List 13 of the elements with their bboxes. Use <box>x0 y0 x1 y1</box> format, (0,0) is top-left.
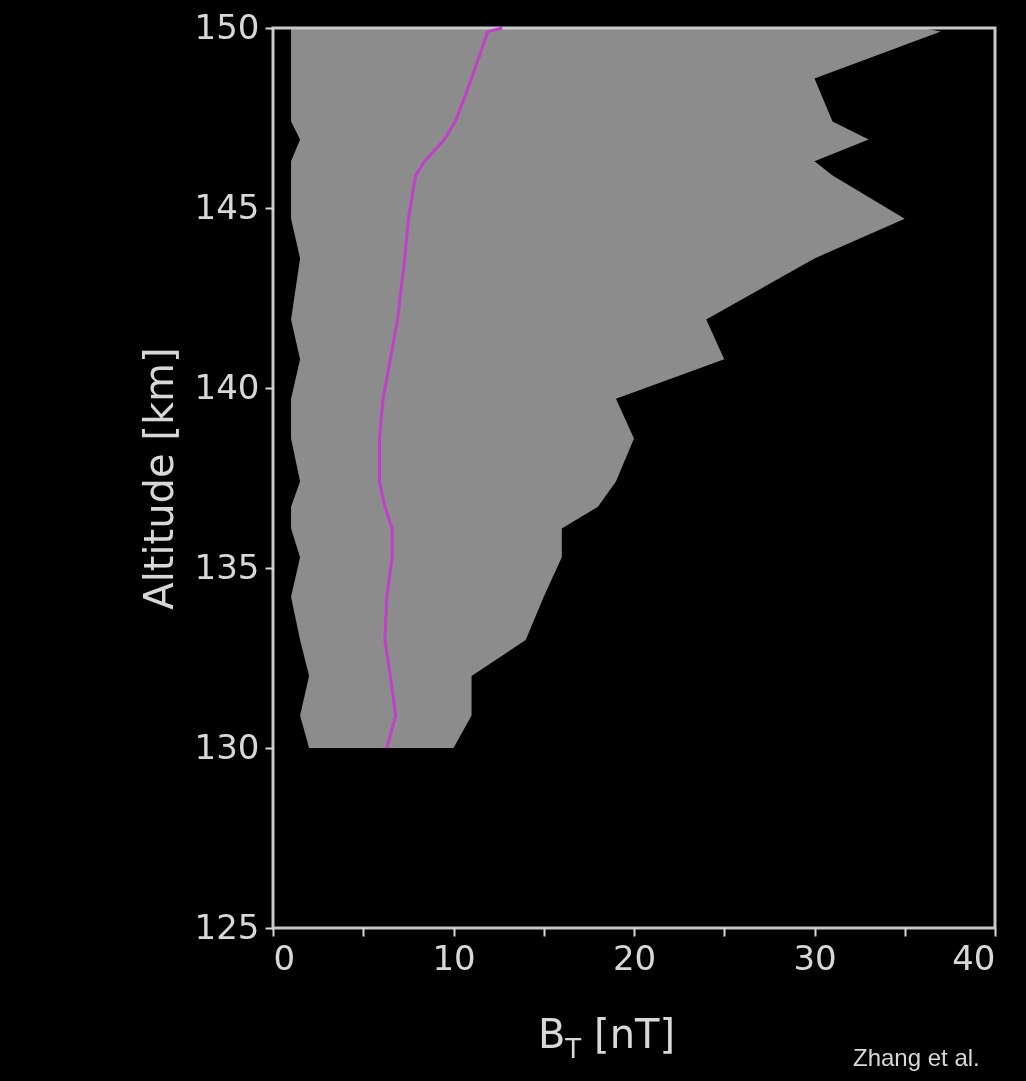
text: Zhang et al. <box>853 1044 980 1071</box>
y-tick-label: 125 <box>194 906 260 947</box>
x-tick-label: 20 <box>612 937 657 978</box>
y-tick-label: 145 <box>194 186 260 227</box>
y-tick-label: 150 <box>194 6 260 47</box>
y-axis-title: Altitude [km] <box>135 347 182 610</box>
x-tick-label: 40 <box>952 937 996 978</box>
x-tick-label: 30 <box>793 937 837 978</box>
x-tick-label: 0 <box>273 937 296 978</box>
y-tick-label: 135 <box>194 546 260 587</box>
x-tick-label: 10 <box>432 937 476 978</box>
y-tick-label: 140 <box>194 366 260 407</box>
y-tick-label: 130 <box>194 726 260 767</box>
